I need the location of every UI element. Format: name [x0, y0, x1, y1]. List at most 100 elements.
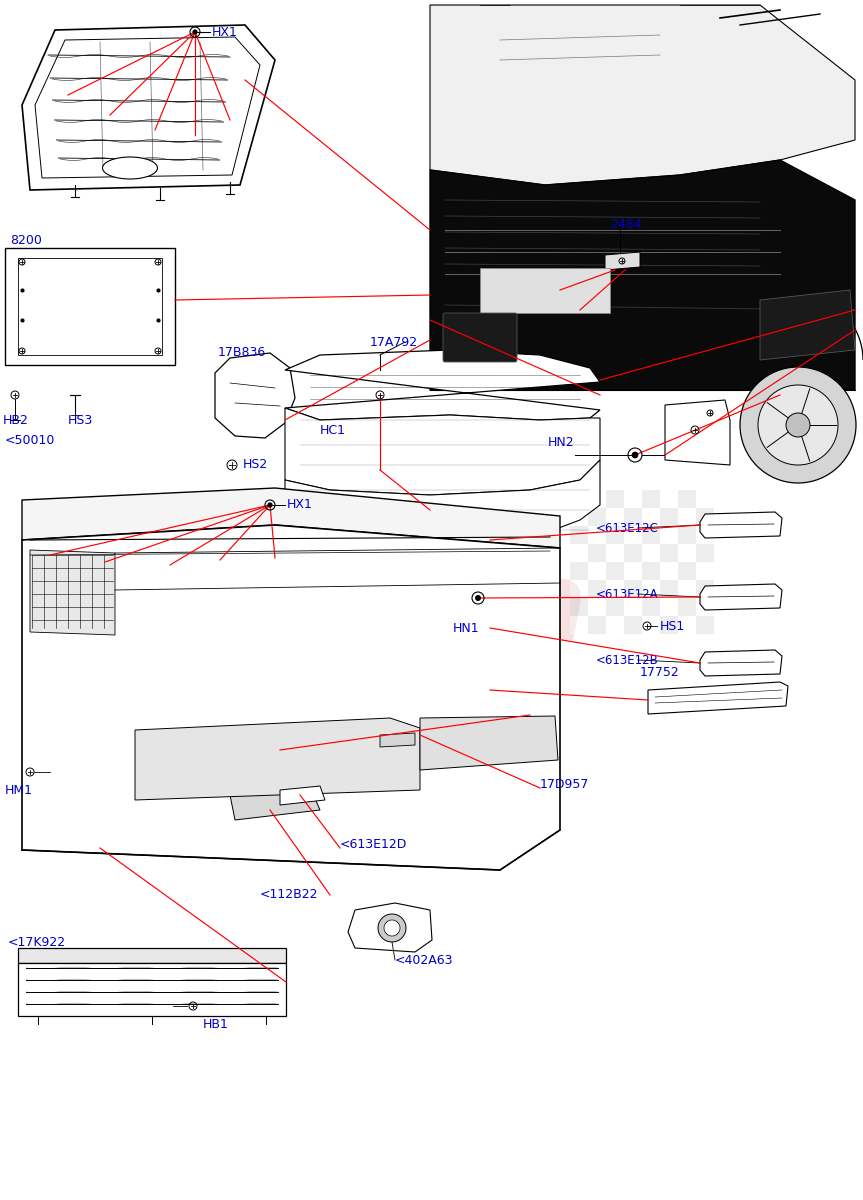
Ellipse shape — [103, 157, 158, 179]
Bar — [660, 490, 678, 508]
Bar — [660, 544, 678, 562]
Polygon shape — [135, 718, 420, 800]
Bar — [678, 508, 696, 526]
Bar — [678, 526, 696, 544]
Text: HN1: HN1 — [453, 622, 480, 635]
Bar — [678, 580, 696, 598]
Polygon shape — [22, 488, 560, 548]
Polygon shape — [420, 716, 558, 770]
Bar — [660, 598, 678, 616]
Bar — [660, 508, 678, 526]
Polygon shape — [22, 25, 275, 190]
Bar — [678, 544, 696, 562]
Bar — [642, 616, 660, 634]
Text: HS1: HS1 — [660, 619, 685, 632]
Bar — [588, 508, 606, 526]
Text: HB1: HB1 — [203, 1018, 229, 1031]
Text: 8200: 8200 — [10, 234, 42, 246]
Text: <50010: <50010 — [5, 433, 55, 446]
Bar — [588, 616, 606, 634]
Circle shape — [476, 595, 481, 600]
Text: 17A792: 17A792 — [370, 336, 419, 348]
Bar — [570, 526, 588, 544]
Bar — [570, 544, 588, 562]
Polygon shape — [605, 252, 640, 270]
Bar — [642, 562, 660, 580]
Bar — [588, 544, 606, 562]
Bar — [696, 616, 714, 634]
Polygon shape — [700, 584, 782, 610]
Text: HN2: HN2 — [548, 436, 575, 449]
Circle shape — [378, 914, 406, 942]
Polygon shape — [18, 948, 286, 962]
Bar — [624, 616, 642, 634]
Text: <613E12C: <613E12C — [596, 522, 658, 534]
Bar — [642, 580, 660, 598]
Bar — [624, 490, 642, 508]
Polygon shape — [700, 512, 782, 538]
Bar — [588, 490, 606, 508]
Text: <112B22: <112B22 — [260, 888, 318, 901]
Text: HX1: HX1 — [212, 25, 238, 38]
Text: <17K922: <17K922 — [8, 936, 66, 948]
Text: scuderia: scuderia — [55, 557, 589, 664]
Bar — [696, 508, 714, 526]
Bar — [696, 598, 714, 616]
Circle shape — [384, 920, 400, 936]
Polygon shape — [700, 650, 782, 676]
Bar — [570, 490, 588, 508]
Bar — [696, 490, 714, 508]
Bar — [624, 562, 642, 580]
Polygon shape — [215, 353, 295, 438]
Polygon shape — [648, 682, 788, 714]
Bar — [570, 598, 588, 616]
Text: <613E12A: <613E12A — [596, 588, 658, 600]
Bar — [606, 580, 624, 598]
Text: 2484: 2484 — [610, 218, 641, 232]
Bar — [588, 562, 606, 580]
Polygon shape — [665, 400, 730, 464]
Bar — [678, 562, 696, 580]
Bar — [696, 580, 714, 598]
Bar — [606, 544, 624, 562]
Bar — [678, 598, 696, 616]
Bar — [606, 526, 624, 544]
Text: HS2: HS2 — [243, 458, 268, 472]
Bar — [606, 508, 624, 526]
Bar — [570, 562, 588, 580]
Bar — [624, 544, 642, 562]
Polygon shape — [285, 408, 600, 494]
Polygon shape — [380, 733, 415, 746]
Polygon shape — [18, 962, 286, 1016]
Bar — [570, 580, 588, 598]
Bar — [642, 526, 660, 544]
Polygon shape — [430, 5, 855, 185]
Bar — [696, 544, 714, 562]
Polygon shape — [18, 258, 162, 355]
FancyBboxPatch shape — [443, 313, 517, 362]
Bar — [678, 490, 696, 508]
Bar — [588, 580, 606, 598]
Circle shape — [193, 30, 197, 34]
Text: a r  a  p  a  r  t  s: a r a p a r t s — [85, 641, 410, 679]
Bar — [660, 616, 678, 634]
Bar — [696, 562, 714, 580]
Text: 17D957: 17D957 — [540, 779, 589, 792]
Bar — [624, 580, 642, 598]
Text: HC1: HC1 — [320, 424, 346, 437]
Bar — [660, 526, 678, 544]
Bar — [642, 508, 660, 526]
Polygon shape — [5, 248, 175, 365]
Text: HS3: HS3 — [68, 414, 93, 426]
Bar — [624, 526, 642, 544]
Bar — [480, 268, 610, 313]
Bar — [624, 598, 642, 616]
Text: HB2: HB2 — [3, 414, 28, 426]
Polygon shape — [22, 526, 560, 870]
Polygon shape — [30, 550, 115, 635]
Bar — [570, 508, 588, 526]
Bar — [588, 598, 606, 616]
Text: HX1: HX1 — [287, 498, 313, 511]
Bar — [588, 526, 606, 544]
Polygon shape — [430, 160, 855, 390]
